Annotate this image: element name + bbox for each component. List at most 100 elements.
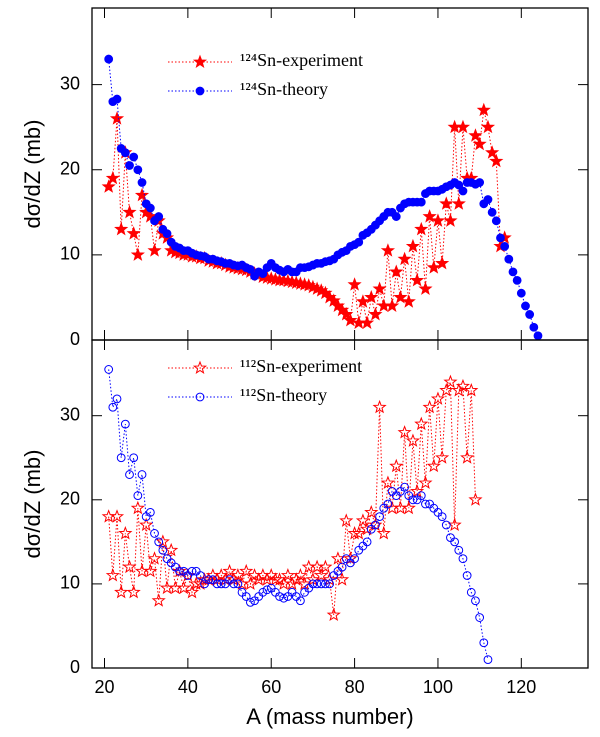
star-marker: [155, 534, 170, 548]
circle-marker: [116, 453, 126, 463]
circle-marker: [112, 394, 122, 404]
circle-marker: [254, 592, 264, 601]
circle-marker: [487, 207, 497, 217]
y-tick-label: 20: [60, 489, 80, 509]
star-marker: [126, 584, 141, 599]
circle-marker: [112, 94, 122, 104]
star-marker: [401, 500, 416, 515]
star-marker: [180, 568, 195, 582]
y-axis-label: dσ/dZ (mb): [20, 450, 45, 559]
star-marker: [222, 563, 237, 578]
star-marker: [464, 383, 479, 397]
circle-marker: [233, 579, 243, 589]
star-marker: [468, 492, 483, 506]
star-marker: [126, 226, 141, 240]
circle-marker: [154, 212, 164, 221]
circle-marker: [145, 508, 155, 517]
star-marker: [380, 475, 396, 489]
circle-marker: [316, 579, 326, 589]
circle-marker: [475, 613, 485, 622]
star-marker: [364, 290, 379, 304]
star-marker: [418, 281, 433, 295]
star-marker: [447, 517, 462, 532]
star-marker: [109, 509, 125, 523]
circle-marker: [379, 503, 389, 513]
circle-marker: [525, 310, 535, 319]
y-tick-label: 0: [70, 329, 80, 349]
star-marker: [164, 542, 179, 557]
circle-marker: [354, 237, 364, 247]
star-marker: [143, 563, 158, 578]
star-marker: [293, 568, 308, 582]
star-marker: [176, 580, 191, 595]
star-marker: [134, 187, 150, 202]
star-marker: [430, 213, 446, 227]
star-marker: [280, 568, 295, 582]
star-marker: [397, 425, 412, 439]
y-tick-label: 30: [60, 73, 80, 93]
x-tick-label: 40: [178, 677, 198, 697]
circle-marker: [416, 491, 426, 500]
star-marker: [322, 572, 337, 586]
circle-marker: [391, 212, 401, 221]
circle-marker: [212, 579, 222, 589]
star-marker: [435, 255, 450, 270]
circle-marker: [204, 575, 214, 585]
circle-marker: [279, 593, 289, 603]
circle-marker: [104, 365, 114, 374]
x-tick-label: 100: [423, 677, 453, 697]
star-marker: [439, 383, 454, 397]
circle-marker: [483, 655, 493, 664]
circle-marker: [275, 592, 284, 601]
star-marker: [339, 513, 354, 527]
star-marker: [347, 277, 362, 291]
circle-marker: [354, 545, 364, 555]
star-marker: [414, 416, 429, 431]
star-marker: [455, 378, 471, 393]
circle-marker: [466, 587, 476, 597]
star-marker: [397, 251, 412, 266]
star-marker: [389, 458, 404, 473]
star-marker: [122, 559, 137, 574]
x-tick-label: 20: [94, 677, 114, 697]
star-marker: [360, 521, 375, 536]
star-marker: [439, 196, 454, 210]
star-marker: [401, 294, 416, 308]
star-marker: [418, 475, 433, 489]
circle-marker: [454, 180, 464, 190]
star-marker: [372, 399, 387, 414]
star-marker: [451, 196, 466, 210]
circle-marker: [479, 638, 489, 648]
y-tick-label: 10: [60, 244, 80, 264]
circle-marker: [137, 178, 147, 187]
star-marker: [355, 513, 370, 527]
legend-label: ¹¹²Sn-experiment: [240, 356, 362, 376]
star-marker: [355, 294, 370, 308]
star-marker: [389, 264, 404, 278]
circle-marker: [533, 331, 543, 341]
circle-marker: [371, 520, 380, 530]
circle-marker: [471, 596, 480, 606]
star-marker: [422, 209, 437, 223]
circle-marker: [500, 241, 510, 251]
circle-marker: [137, 470, 147, 479]
star-marker: [480, 119, 496, 134]
circle-marker: [262, 585, 272, 595]
y-tick-label: 30: [60, 404, 80, 424]
x-tick-label: 80: [345, 677, 365, 697]
circle-marker: [454, 545, 464, 555]
star-marker: [305, 572, 320, 586]
circle-marker: [433, 508, 443, 517]
circle-marker: [120, 419, 130, 429]
star-marker: [368, 307, 383, 321]
star-marker: [335, 572, 350, 586]
star-marker: [393, 290, 408, 304]
star-marker: [243, 576, 258, 590]
star-marker: [139, 517, 154, 532]
star-marker: [192, 360, 208, 375]
star-marker: [105, 170, 120, 185]
circle-marker: [483, 195, 493, 204]
star-marker: [372, 281, 387, 295]
star-marker: [101, 179, 116, 193]
